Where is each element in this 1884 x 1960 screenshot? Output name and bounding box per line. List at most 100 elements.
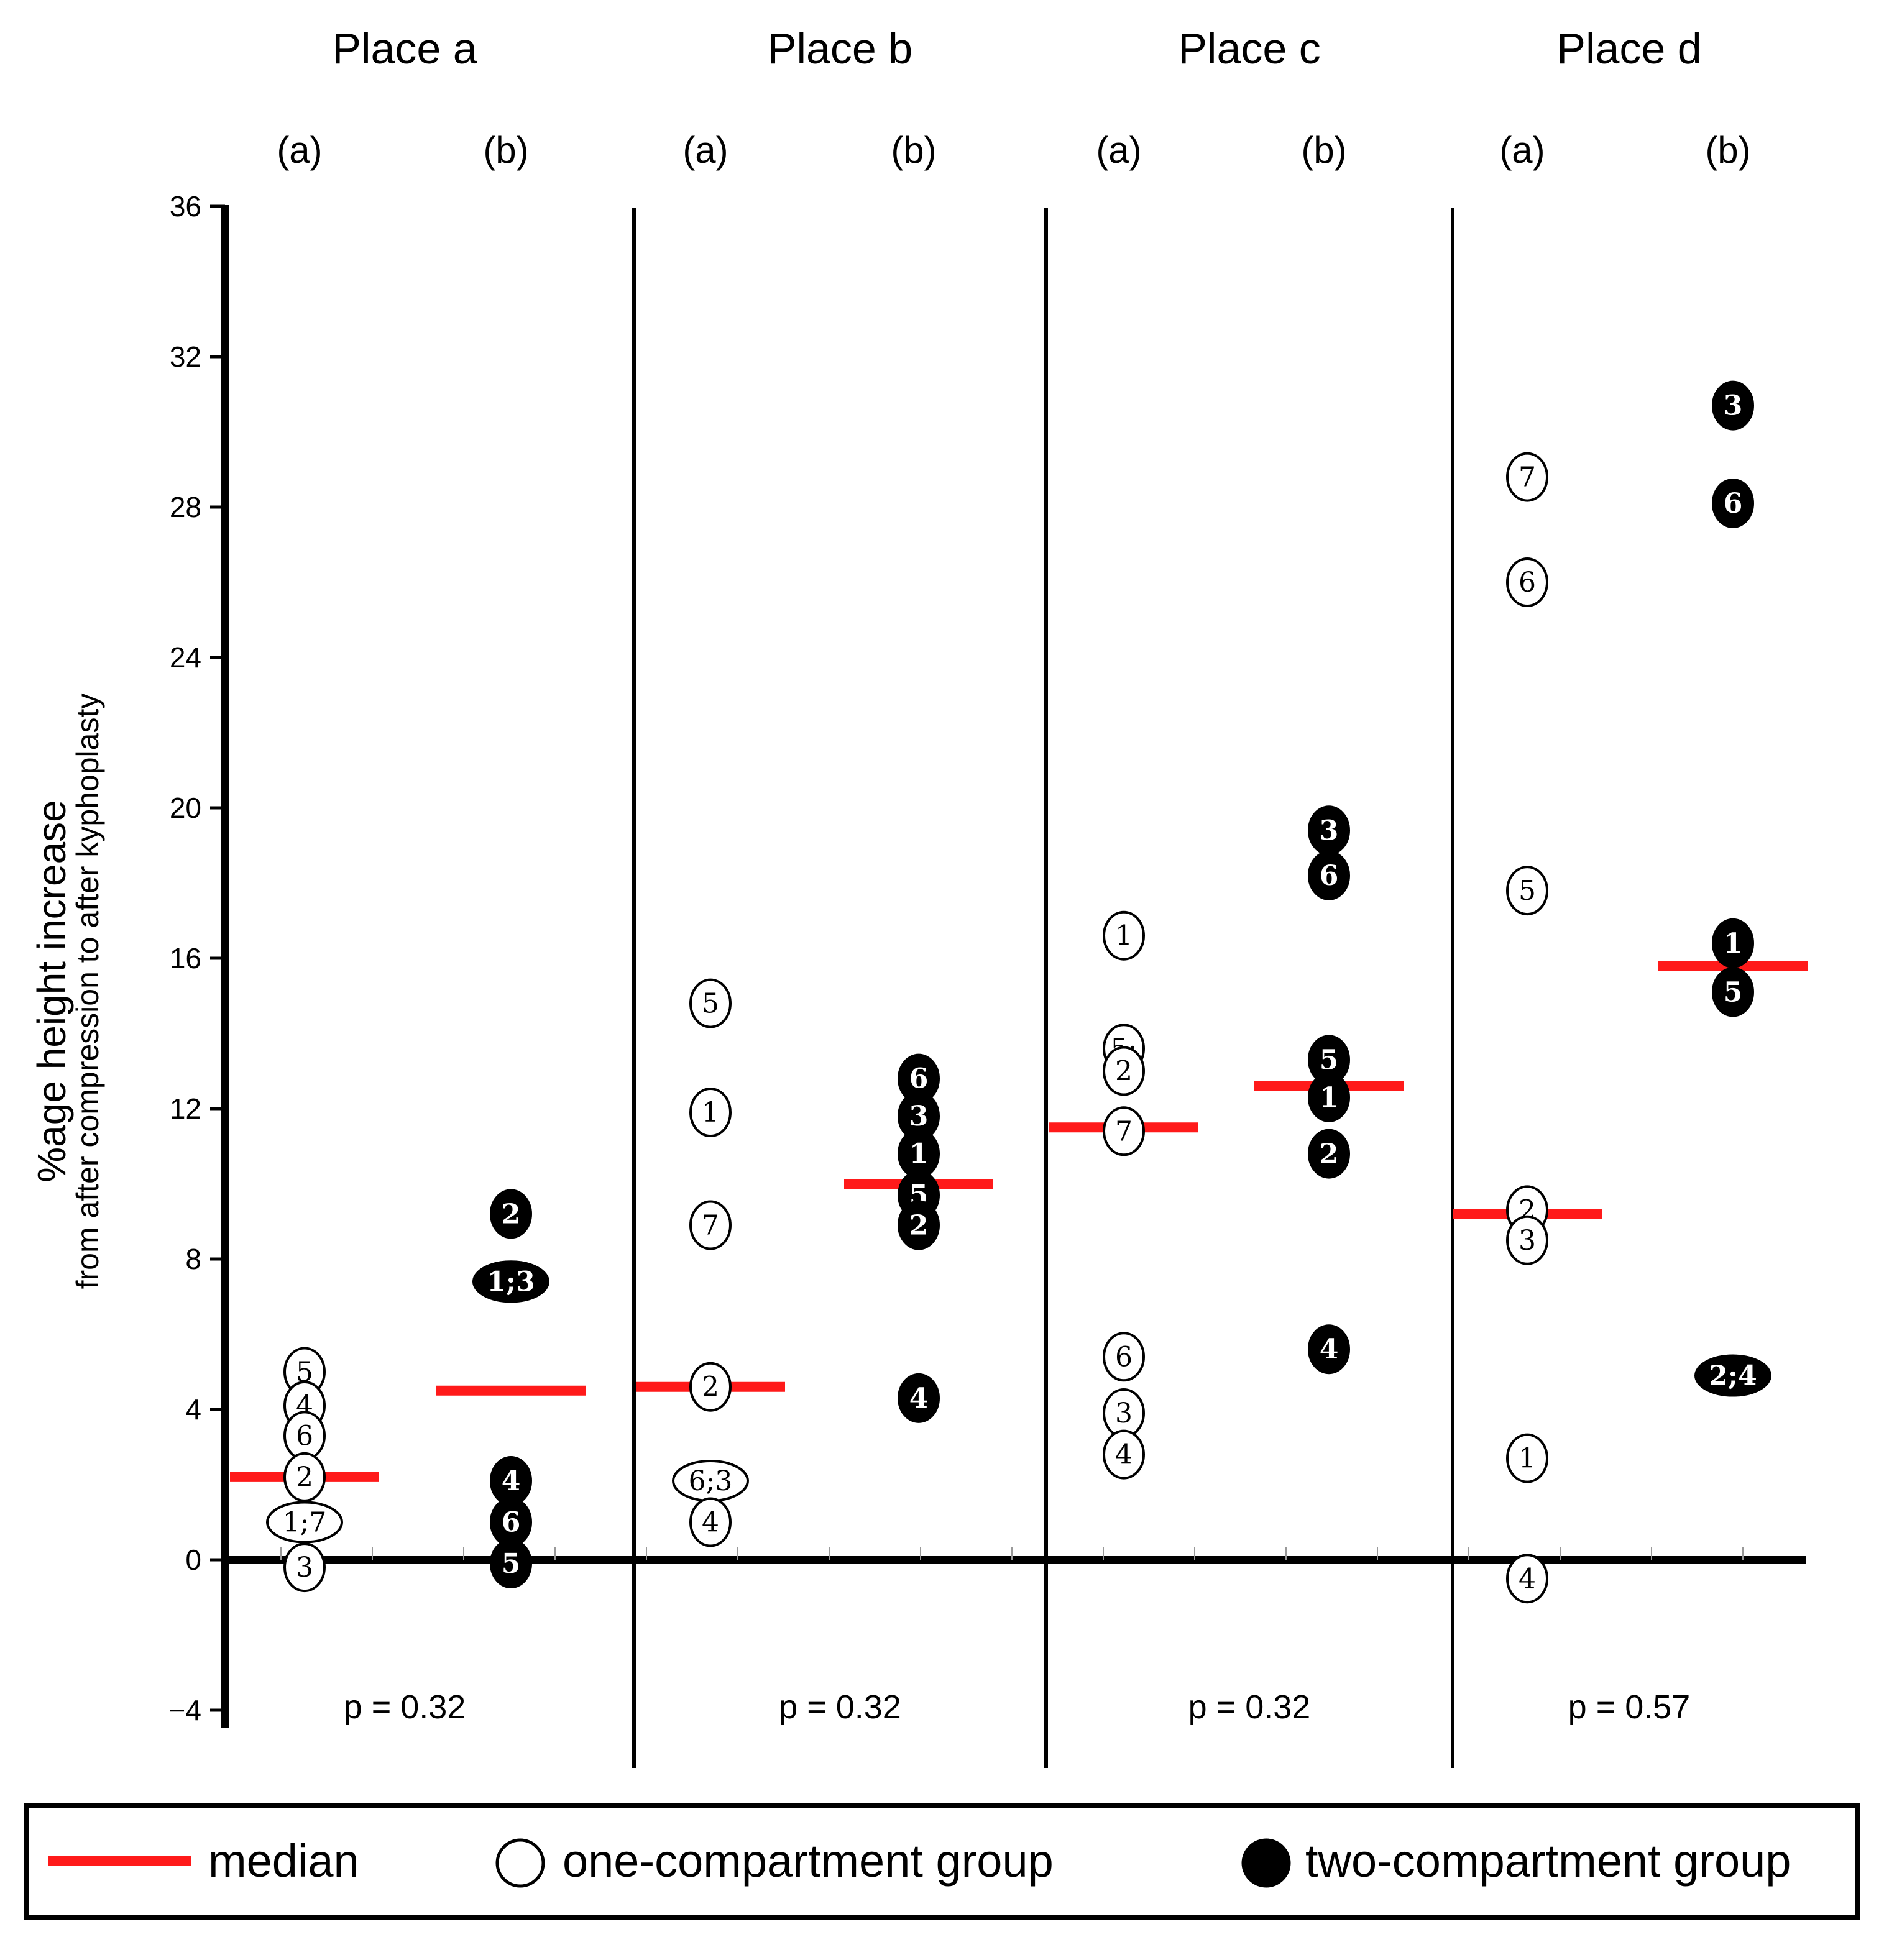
point-marker [1103, 1429, 1145, 1480]
point-label: 5 [1724, 976, 1743, 1008]
point-label: 1 [1115, 920, 1133, 952]
one-compartment-point: 1;7 [266, 1501, 343, 1544]
p-value: p = 0.32 [779, 1688, 901, 1726]
two-compartment-point: 1 [898, 1129, 940, 1179]
y-tick-label: 24 [170, 641, 201, 674]
legend-median-label: median [208, 1835, 359, 1887]
two-compartment-point: 4 [1308, 1324, 1350, 1375]
point-label: 5 [1519, 875, 1536, 907]
y-tick-label: 36 [170, 190, 201, 222]
one-compartment-point: 5 [1506, 866, 1548, 916]
one-compartment-point: 7 [689, 1200, 732, 1250]
point-marker [490, 1189, 532, 1239]
point-label: 4 [1519, 1563, 1536, 1595]
panel-title: Place a [332, 24, 477, 73]
point-label: 5 [502, 1548, 521, 1580]
point-label: 6 [502, 1507, 521, 1539]
point-marker [689, 1497, 732, 1547]
two-compartment-point: 5 [1712, 967, 1754, 1017]
point-marker [1506, 452, 1548, 502]
point-label: 3 [1115, 1398, 1133, 1429]
one-compartment-point: 3 [283, 1542, 326, 1593]
point-label: 6 [1320, 860, 1339, 892]
point-marker [1308, 1072, 1350, 1122]
one-compartment-point: 2 [1103, 1046, 1145, 1096]
two-compartment-point: 2;4 [1694, 1354, 1771, 1397]
group-label: (b) [483, 129, 528, 171]
two-compartment-point: 6 [898, 1053, 940, 1104]
p-value: p = 0.57 [1568, 1688, 1691, 1726]
point-marker [266, 1501, 343, 1544]
point-marker [1506, 1433, 1548, 1483]
point-label: 4 [909, 1383, 929, 1414]
y-tick-label: 8 [185, 1243, 201, 1275]
one-compartment-point: 1 [1103, 910, 1145, 961]
two-compartment-point: 1 [1712, 918, 1754, 968]
one-compartment-point: 1 [689, 1088, 732, 1138]
point-marker [689, 1200, 732, 1250]
two-compartment-point: 3 [1712, 380, 1754, 431]
point-label: 6 [296, 1420, 313, 1452]
point-label: 6;3 [689, 1465, 733, 1497]
y-axis-label: %age height increase [29, 800, 74, 1183]
point-label: 3 [1519, 1225, 1536, 1257]
point-marker [1308, 1324, 1350, 1375]
point-marker [1506, 1554, 1548, 1604]
two-compartment-point: 6 [1712, 478, 1754, 528]
y-tick-label: 4 [185, 1393, 201, 1426]
point-marker [283, 1542, 326, 1593]
point-label: 1 [1320, 1082, 1339, 1114]
point-marker [1103, 910, 1145, 961]
one-compartment-point: 4 [1103, 1429, 1145, 1480]
point-label: 7 [702, 1210, 719, 1242]
point-label: 1 [702, 1097, 719, 1129]
point-label: 2 [296, 1462, 313, 1493]
point-label: 1 [1519, 1443, 1536, 1475]
two-compartment-point: 2 [898, 1200, 940, 1250]
point-label: 6 [1115, 1341, 1133, 1373]
one-compartment-point: 7 [1506, 452, 1548, 502]
point-label: 5 [1320, 1044, 1339, 1076]
point-label: 4 [1320, 1334, 1339, 1365]
panel-titles: Place a p = 0.32 (a) (b) Place b p = 0.32 (a) (… [277, 24, 1750, 1726]
point-marker [472, 1260, 549, 1303]
panel-title: Place d [1556, 24, 1701, 73]
point-label: 6 [909, 1063, 929, 1095]
y-tick-label: 20 [170, 792, 201, 824]
point-marker [898, 1373, 940, 1423]
two-compartment-point: 4 [490, 1455, 532, 1506]
point-label: 3 [1724, 390, 1743, 422]
group-label: (a) [277, 129, 322, 171]
point-marker [689, 978, 732, 1028]
point-label: 2 [1115, 1056, 1133, 1088]
point-label: 4 [1115, 1439, 1133, 1471]
median-lines [230, 961, 1808, 1482]
point-label: 1;3 [487, 1266, 535, 1298]
point-marker [1712, 918, 1754, 968]
two-compartment-point: 2 [490, 1189, 532, 1239]
point-label: 1 [1724, 928, 1743, 959]
point-label: 2 [1320, 1138, 1339, 1170]
one-compartment-point: 4 [1506, 1554, 1548, 1604]
one-compartment-point: 3 [1506, 1215, 1548, 1265]
legend-frame [24, 1803, 1860, 1920]
one-compartment-point: 6 [1506, 557, 1548, 607]
y-tick-label: −4 [169, 1694, 201, 1726]
point-marker [283, 1452, 326, 1502]
group-label: (a) [1499, 129, 1545, 171]
point-label: 2 [909, 1210, 929, 1242]
y-axis-sublabel: from after compression to after kyphopla… [70, 694, 105, 1289]
p-value: p = 0.32 [344, 1688, 466, 1726]
point-marker [1506, 866, 1548, 916]
point-label: 6 [1519, 567, 1536, 598]
two-compartment-point: 5 [1308, 1035, 1350, 1085]
two-compartment-point: 5 [490, 1539, 532, 1589]
panel-title: Place c [1178, 24, 1321, 73]
point-label: 1;7 [283, 1507, 327, 1539]
legend-one-label: one-compartment group [563, 1835, 1054, 1887]
legend-two-label: two-compartment group [1305, 1835, 1791, 1887]
point-marker [490, 1539, 532, 1589]
one-compartment-point: 2 [283, 1452, 326, 1502]
group-label: (a) [1096, 129, 1141, 171]
one-compartment-point: 4 [689, 1497, 732, 1547]
